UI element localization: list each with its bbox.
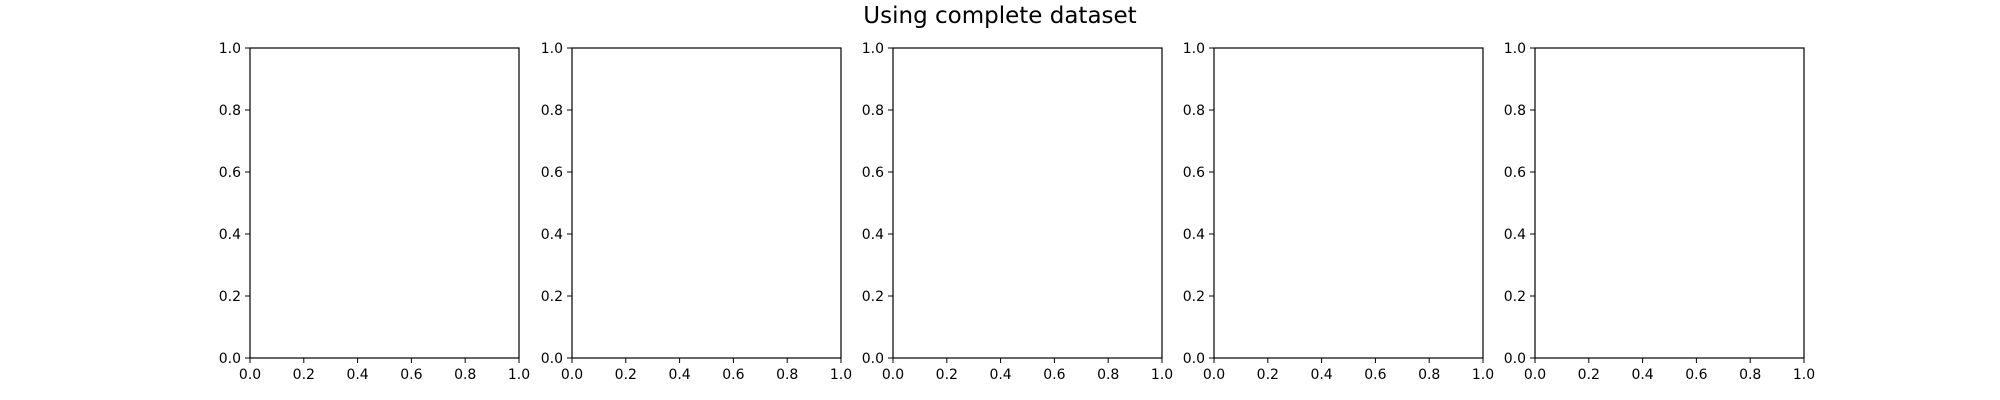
x-tick-label: 0.6: [1685, 367, 1707, 383]
axes-frame: [571, 47, 842, 359]
subplot-5: 0.0 0.2 0.4 0.6 0.8 1.0 0.0 0.2 0.4 0.6 0.8 1.0: [1504, 41, 1815, 383]
x-tick-label: 0.6: [722, 367, 744, 383]
x-tick-label: 1.0: [1472, 367, 1494, 383]
y-tick-label: 1.0: [219, 41, 241, 57]
y-tick-label: 0.0: [1183, 351, 1205, 367]
subplot-3: 0.0 0.2 0.4 0.6 0.8 1.0 0.0 0.2 0.4 0.6 0.8 1.0: [862, 41, 1173, 383]
y-tick-label: 0.6: [1183, 165, 1205, 181]
x-tick-label: 0.0: [882, 367, 904, 383]
x-tick-label: 0.8: [1739, 367, 1761, 383]
subplot-4: 0.0 0.2 0.4 0.6 0.8 1.0 0.0 0.2 0.4 0.6 0.8 1.0: [1183, 41, 1494, 383]
x-tick-label: 1.0: [1793, 367, 1815, 383]
y-tick-label: 0.6: [541, 165, 563, 181]
y-tick-label: 0.0: [219, 351, 241, 367]
y-tick-label: 0.4: [1504, 227, 1526, 243]
x-tick-label: 0.4: [346, 367, 368, 383]
figure-title: Using complete dataset: [863, 3, 1137, 29]
axes-frame: [249, 47, 520, 359]
y-tick-label: 0.6: [862, 165, 884, 181]
x-tick-label: 0.2: [615, 367, 637, 383]
x-tick-label: 1.0: [1151, 367, 1173, 383]
y-tick-label: 0.8: [1504, 103, 1526, 119]
y-tick-label: 0.6: [1504, 165, 1526, 181]
axes-frame: [1534, 47, 1805, 359]
x-tick-label: 0.0: [561, 367, 583, 383]
x-tick-label: 0.2: [1257, 367, 1279, 383]
y-tick-label: 0.4: [862, 227, 884, 243]
x-tick-label: 1.0: [508, 367, 530, 383]
x-tick-label: 0.8: [454, 367, 476, 383]
x-tick-label: 0.2: [293, 367, 315, 383]
y-tick-label: 0.8: [541, 103, 563, 119]
subplot-1: 0.0 0.2 0.4 0.6 0.8 1.0 0.0 0.2 0.4 0.6 0.8 1.0: [219, 41, 530, 383]
x-tick-label: 0.8: [1097, 367, 1119, 383]
x-tick-label: 0.0: [1524, 367, 1546, 383]
y-tick-label: 0.2: [219, 289, 241, 305]
x-tick-label: 0.6: [1364, 367, 1386, 383]
x-tick-label: 0.6: [400, 367, 422, 383]
x-tick-label: 0.0: [1203, 367, 1225, 383]
x-tick-label: 0.2: [936, 367, 958, 383]
x-tick-label: 0.2: [1578, 367, 1600, 383]
y-tick-label: 1.0: [862, 41, 884, 57]
axes-frame: [892, 47, 1163, 359]
y-tick-label: 1.0: [1504, 41, 1526, 57]
y-tick-label: 0.2: [541, 289, 563, 305]
x-tick-label: 0.8: [776, 367, 798, 383]
y-tick-label: 0.0: [1504, 351, 1526, 367]
y-tick-label: 0.8: [862, 103, 884, 119]
y-tick-label: 0.0: [541, 351, 563, 367]
subplot-2: 0.0 0.2 0.4 0.6 0.8 1.0 0.0 0.2 0.4 0.6 0.8 1.0: [541, 41, 852, 383]
x-tick-label: 0.4: [989, 367, 1011, 383]
axes-frame: [1213, 47, 1484, 359]
y-tick-label: 0.2: [1504, 289, 1526, 305]
x-tick-label: 0.6: [1043, 367, 1065, 383]
y-tick-label: 0.4: [219, 227, 241, 243]
x-tick-label: 1.0: [830, 367, 852, 383]
x-tick-label: 0.4: [1310, 367, 1332, 383]
y-tick-label: 0.0: [862, 351, 884, 367]
y-tick-label: 0.8: [219, 103, 241, 119]
y-tick-label: 0.4: [1183, 227, 1205, 243]
x-tick-label: 0.0: [239, 367, 261, 383]
y-tick-label: 0.2: [862, 289, 884, 305]
y-tick-label: 1.0: [541, 41, 563, 57]
y-tick-label: 1.0: [1183, 41, 1205, 57]
y-tick-label: 0.4: [541, 227, 563, 243]
y-tick-label: 0.8: [1183, 103, 1205, 119]
x-tick-label: 0.4: [668, 367, 690, 383]
y-tick-label: 0.2: [1183, 289, 1205, 305]
x-tick-label: 0.8: [1418, 367, 1440, 383]
y-tick-label: 0.6: [219, 165, 241, 181]
x-tick-label: 0.4: [1631, 367, 1653, 383]
